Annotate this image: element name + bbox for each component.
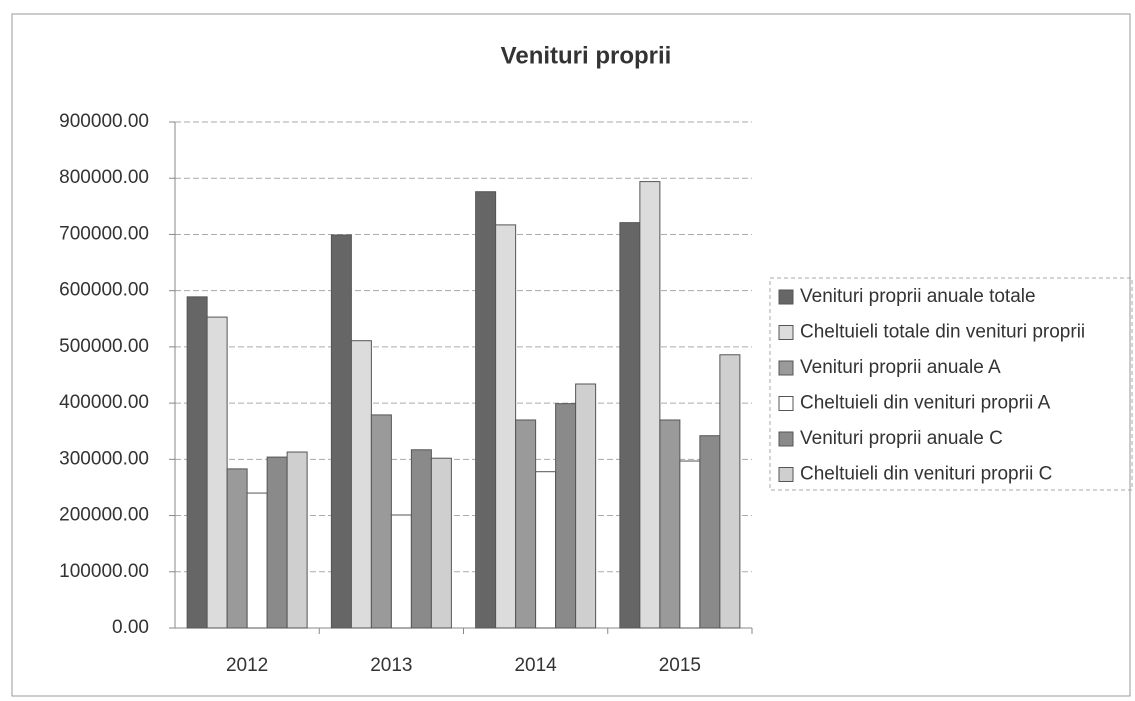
bar xyxy=(430,457,452,629)
bar xyxy=(495,224,517,629)
x-tick-label: 2012 xyxy=(226,655,268,676)
bar xyxy=(475,191,497,629)
bar xyxy=(699,435,721,629)
legend-label: Venituri proprii anuale C xyxy=(800,428,1003,449)
chart-title: Venituri proprii xyxy=(501,42,672,69)
legend-label: Cheltuieli totale din venituri proprii xyxy=(800,322,1085,343)
y-tick-label: 500000.00 xyxy=(59,336,149,357)
y-tick-label: 900000.00 xyxy=(59,111,149,132)
x-tick-label: 2013 xyxy=(370,655,412,676)
bar xyxy=(350,340,372,629)
bar xyxy=(555,403,577,629)
legend-swatch xyxy=(778,360,794,376)
y-tick-label: 700000.00 xyxy=(59,223,149,244)
legend-swatch xyxy=(778,467,794,482)
y-tick-label: 200000.00 xyxy=(59,505,149,526)
bar xyxy=(370,414,392,629)
y-tick-label: 0.00 xyxy=(112,617,149,638)
legend-label: Cheltuieli din venituri proprii C xyxy=(800,464,1052,485)
bar xyxy=(390,514,412,629)
legend-swatch xyxy=(778,289,794,305)
bar xyxy=(659,419,681,629)
bar xyxy=(575,383,597,629)
y-tick-label: 400000.00 xyxy=(59,392,149,413)
bar xyxy=(266,456,288,629)
legend-swatch xyxy=(778,325,794,340)
legend-swatch xyxy=(778,396,794,411)
bar xyxy=(515,419,537,629)
y-tick-label: 300000.00 xyxy=(59,448,149,469)
bar xyxy=(286,451,308,629)
bar xyxy=(206,316,228,629)
bar xyxy=(535,471,557,629)
y-tick-label: 800000.00 xyxy=(59,167,149,188)
bar xyxy=(226,468,248,629)
bar xyxy=(639,181,661,629)
bar xyxy=(410,449,432,629)
y-tick-label: 100000.00 xyxy=(59,561,149,582)
legend-label: Cheltuieli din venituri proprii A xyxy=(800,393,1051,414)
bar xyxy=(619,222,641,629)
y-tick-label: 600000.00 xyxy=(59,280,149,301)
bar xyxy=(186,296,208,629)
legend-label: Venituri proprii anuale totale xyxy=(800,286,1036,307)
legend-swatch xyxy=(778,431,794,447)
x-tick-label: 2014 xyxy=(514,655,557,676)
bar xyxy=(246,492,268,629)
bar xyxy=(679,460,701,629)
bar xyxy=(719,354,741,629)
legend-label: Venituri proprii anuale A xyxy=(800,357,1001,378)
x-tick-label: 2015 xyxy=(659,655,701,676)
bar xyxy=(330,234,352,629)
